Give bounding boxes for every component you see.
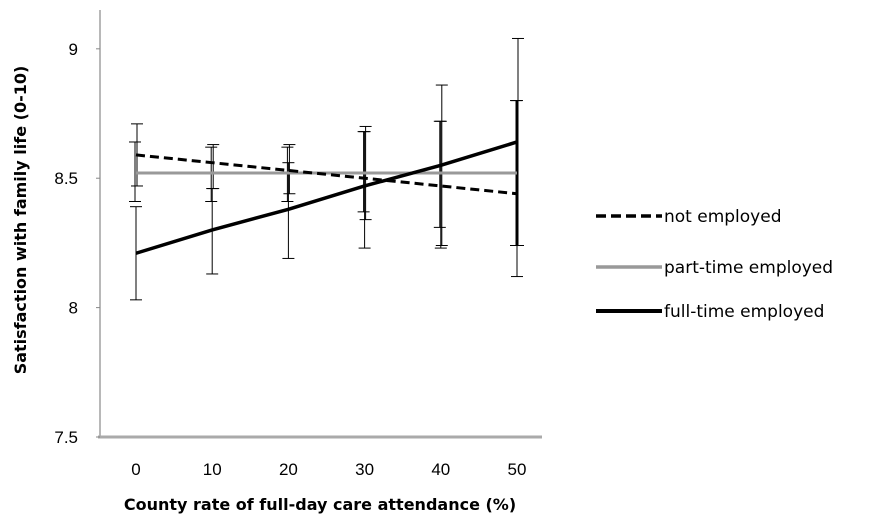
legend-item: not employed [596, 207, 782, 227]
y-tick-label: 9 [69, 40, 78, 59]
x-tick-label: 10 [203, 460, 222, 479]
y-tick-label: 8 [69, 299, 78, 318]
error-bar-group [129, 37, 524, 301]
legend-label: not employed [664, 207, 782, 227]
error-bar [434, 120, 447, 249]
legend-label: part-time employed [664, 258, 833, 278]
x-tick-label: 30 [355, 460, 374, 479]
x-tick-label: 0 [131, 460, 140, 479]
series-line-group [135, 140, 518, 255]
y-axis-title: Satisfaction with family life (0-10) [11, 66, 30, 375]
legend-label: full-time employed [664, 302, 824, 322]
error-bar [129, 141, 141, 203]
x-tick-label: 50 [508, 460, 527, 479]
error-bar [358, 131, 371, 249]
plot-area: 7.5 8 8.5 9 0 10 20 30 40 50 [54, 10, 542, 479]
series-line-not-employed [135, 153, 518, 196]
legend: not employed part-time employed full-time … [596, 207, 833, 322]
legend-item: part-time employed [596, 258, 833, 278]
y-tick-group: 7.5 8 8.5 9 [54, 40, 100, 447]
error-bar [207, 144, 220, 190]
error-bar [511, 100, 523, 278]
x-tick-label: 40 [431, 460, 450, 479]
x-axis-title: County rate of full-day care attendance … [124, 495, 516, 514]
series-line-full-time-employed [135, 140, 518, 255]
x-tick-group: 0 10 20 30 40 50 [131, 460, 526, 479]
y-tick-label: 7.5 [54, 428, 78, 447]
legend-item: full-time employed [596, 302, 824, 322]
x-tick-label: 20 [279, 460, 298, 479]
error-bar [130, 206, 142, 301]
y-tick-label: 8.5 [54, 169, 78, 188]
